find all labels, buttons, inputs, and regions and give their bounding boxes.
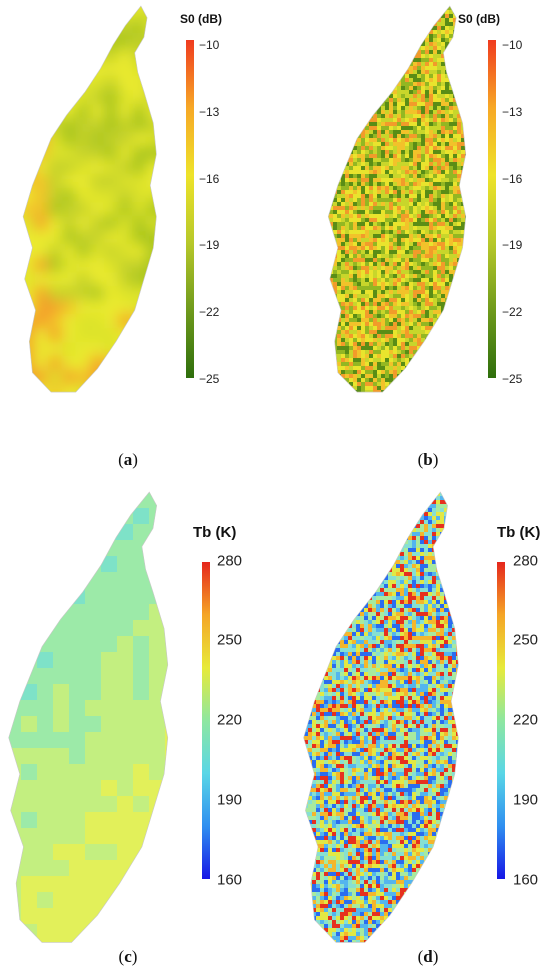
colorbar-tick-b-1: −13 [502,105,523,119]
caption-letter-c: c [124,947,132,966]
colorbar-tick-a-5: −25 [199,372,220,386]
colorbar-title-a: S0 (dB) [180,12,222,26]
map-a [22,5,157,393]
colorbar-b [488,40,496,378]
map-d [303,491,459,943]
colorbar-tick-b-2: −16 [502,172,523,186]
map-field-d [303,492,459,943]
caption-c: (c) [118,947,138,966]
colorbar-tick-c-2: 220 [217,711,243,729]
colorbar-tick-b-3: −19 [502,238,523,252]
colorbar-tick-a-4: −22 [199,305,220,319]
colorbar-tick-a-0: −10 [199,38,220,52]
colorbar-title-b: S0 (dB) [458,12,500,26]
colorbar-tick-d-3: 190 [513,791,539,809]
map-field-a [23,6,157,393]
caption-a: (a) [118,450,138,469]
caption-letter-b: b [423,450,433,469]
colorbar-tick-d-2: 220 [513,711,539,729]
colorbar-tick-a-1: −13 [199,105,220,119]
panel-c: Tb (K) 280 250 220 190 160 (c) [0,480,275,973]
colorbar-tick-d-4: 160 [513,871,539,889]
map-outline-d [303,491,459,943]
panel-d: Tb (K) 280 250 220 190 160 (d) [275,480,550,973]
colorbar-a [186,40,194,378]
caption-letter-a: a [123,450,133,469]
colorbar-tick-a-2: −16 [199,172,220,186]
colorbar-tick-b-0: −10 [502,38,523,52]
colorbar-d [497,562,505,879]
map-b [327,5,467,393]
colorbar-tick-c-3: 190 [217,791,243,809]
caption-letter-d: d [423,947,433,966]
panel-b: S0 (dB) −10 −13 −16 −19 −22 −25 (b) [275,0,550,480]
map-outline-c [8,491,169,943]
map-c [8,491,169,943]
colorbar-tick-c-0: 280 [217,552,243,570]
colorbar-c [202,562,210,879]
colorbar-tick-d-0: 280 [513,552,539,570]
colorbar-tick-c-4: 160 [217,871,243,889]
panel-a: S0 (dB) −10 −13 −16 −19 −22 −25 (a) [0,0,275,480]
colorbar-title-d: Tb (K) [497,524,541,541]
caption-b: (b) [417,450,439,469]
colorbar-tick-a-3: −19 [199,238,220,252]
map-field-b [328,6,466,393]
colorbar-tick-c-1: 250 [217,631,243,649]
map-outline-b [327,5,467,393]
colorbar-tick-d-1: 250 [513,631,539,649]
map-outline-a [22,5,157,393]
colorbar-tick-b-4: −22 [502,305,523,319]
caption-d: (d) [417,947,439,966]
colorbar-title-c: Tb (K) [193,524,237,541]
colorbar-tick-b-5: −25 [502,372,523,386]
map-field-c [8,492,168,943]
